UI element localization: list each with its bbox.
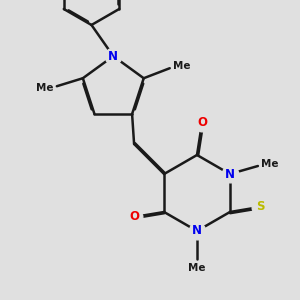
- Text: N: N: [192, 224, 202, 238]
- Text: O: O: [129, 211, 139, 224]
- Text: N: N: [108, 50, 118, 63]
- Text: S: S: [256, 200, 264, 214]
- Text: Me: Me: [36, 83, 54, 93]
- Text: O: O: [197, 116, 207, 130]
- Text: N: N: [225, 167, 235, 181]
- Text: Me: Me: [188, 263, 206, 273]
- Text: Me: Me: [261, 159, 278, 169]
- Text: Me: Me: [173, 61, 190, 71]
